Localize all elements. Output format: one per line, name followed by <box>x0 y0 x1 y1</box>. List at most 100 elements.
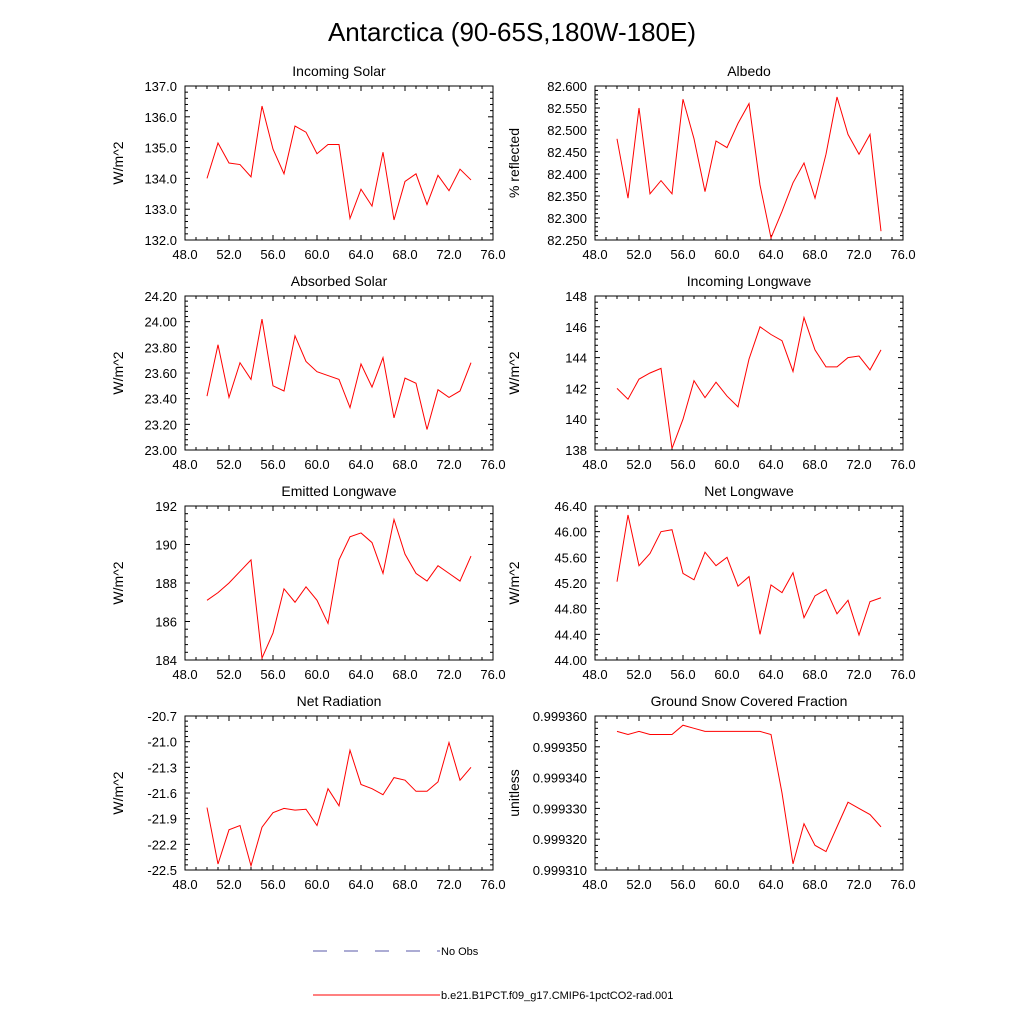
series-line-albedo <box>616 96 882 240</box>
x-tick-label: 48.0 <box>172 247 197 262</box>
x-tick-label: 48.0 <box>172 877 197 892</box>
x-tick-label: 48.0 <box>582 457 607 472</box>
x-tick-label: 64.0 <box>348 667 373 682</box>
x-tick-label: 64.0 <box>758 247 783 262</box>
x-tick-label: 56.0 <box>260 247 285 262</box>
y-tick-label: -21.6 <box>147 786 177 801</box>
x-tick-label: 60.0 <box>304 877 329 892</box>
x-tick-label: 76.0 <box>480 247 505 262</box>
y-tick-label: 144 <box>565 351 587 366</box>
x-tick-label: 60.0 <box>714 247 739 262</box>
x-tick-label: 56.0 <box>260 667 285 682</box>
y-tick-label: 190 <box>155 538 177 553</box>
y-tick-label: 23.80 <box>144 340 177 355</box>
x-tick-label: 72.0 <box>436 877 461 892</box>
y-tick-label: 23.60 <box>144 366 177 381</box>
y-tick-label: 133.0 <box>144 202 177 217</box>
y-tick-label: 138 <box>565 443 587 458</box>
chart-title: Net Longwave <box>704 483 794 499</box>
y-tick-label: 134.0 <box>144 171 177 186</box>
y-axis-label: W/m^2 <box>506 561 522 604</box>
y-tick-label: 24.20 <box>144 289 177 304</box>
chart-title: Incoming Solar <box>292 63 386 79</box>
plot-frame <box>594 715 904 871</box>
y-tick-label: 0.999330 <box>533 801 587 816</box>
x-tick-label: 52.0 <box>216 247 241 262</box>
x-tick-label: 68.0 <box>392 877 417 892</box>
y-tick-label: 132.0 <box>144 233 177 248</box>
legend-label-model-run: b.e21.B1PCT.f09_g17.CMIP6-1pctCO2-rad.00… <box>441 990 673 1002</box>
y-tick-label: 82.500 <box>547 123 587 138</box>
x-tick-label: 64.0 <box>348 877 373 892</box>
chart-title: Net Radiation <box>297 693 382 709</box>
y-tick-label: 23.00 <box>144 443 177 458</box>
x-tick-label: 76.0 <box>890 667 915 682</box>
chart-albedo: Albedo 48.0 52.0 56.0 60.0 64.0 68.0 72.0 76.0 82… <box>506 63 916 262</box>
chart-title: Albedo <box>727 63 771 79</box>
chart-panels: Incoming Solar 48.0 52.0 56.0 60.0 64.0 68.0 72… <box>110 63 916 892</box>
x-tick-label: 60.0 <box>714 877 739 892</box>
x-tick-label: 72.0 <box>846 667 871 682</box>
series-line-incoming-solar <box>206 105 472 221</box>
chart-incoming-solar: Incoming Solar 48.0 52.0 56.0 60.0 64.0 68.0 72… <box>110 63 506 262</box>
x-tick-label: 60.0 <box>304 457 329 472</box>
x-tick-label: 48.0 <box>172 457 197 472</box>
y-tick-label: -21.0 <box>147 735 177 750</box>
y-tick-label: 184 <box>155 653 177 668</box>
plot-frame <box>594 505 904 661</box>
x-tick-label: 52.0 <box>626 667 651 682</box>
x-tick-label: 76.0 <box>480 667 505 682</box>
chart-incoming-longwave: Incoming Longwave 48.0 52.0 56.0 60.0 64.0 68.… <box>506 273 916 472</box>
y-tick-label: 82.250 <box>547 233 587 248</box>
y-tick-label: 23.20 <box>144 417 177 432</box>
y-tick-label: 44.80 <box>554 602 587 617</box>
x-tick-label: 56.0 <box>260 877 285 892</box>
chart-net-longwave: Net Longwave 48.0 52.0 56.0 60.0 64.0 68.0 72.0… <box>506 483 916 682</box>
y-tick-label: 0.999350 <box>533 740 587 755</box>
y-axis-label: % reflected <box>506 128 522 198</box>
x-tick-label: 68.0 <box>392 667 417 682</box>
x-tick-label: 72.0 <box>436 247 461 262</box>
x-tick-label: 64.0 <box>348 457 373 472</box>
y-tick-label: 137.0 <box>144 79 177 94</box>
series-line-ground-snow-covered-fraction <box>616 724 882 864</box>
x-tick-label: 48.0 <box>582 667 607 682</box>
y-tick-label: 44.00 <box>554 653 587 668</box>
x-tick-label: 72.0 <box>846 877 871 892</box>
y-tick-label: 82.300 <box>547 211 587 226</box>
x-tick-label: 56.0 <box>670 457 695 472</box>
chart-absorbed-solar: Absorbed Solar 48.0 52.0 56.0 60.0 64.0 68.0 72… <box>110 273 506 472</box>
y-tick-label: 188 <box>155 576 177 591</box>
x-tick-label: 64.0 <box>758 667 783 682</box>
x-tick-label: 52.0 <box>216 877 241 892</box>
y-tick-label: 136.0 <box>144 110 177 125</box>
y-tick-label: 82.600 <box>547 79 587 94</box>
x-tick-label: 48.0 <box>172 667 197 682</box>
y-tick-label: 0.999360 <box>533 709 587 724</box>
y-tick-label: -20.7 <box>147 709 177 724</box>
x-tick-label: 52.0 <box>626 457 651 472</box>
x-tick-label: 56.0 <box>260 457 285 472</box>
y-axis-label: W/m^2 <box>110 771 126 814</box>
y-axis-label: W/m^2 <box>110 141 126 184</box>
x-tick-label: 68.0 <box>802 457 827 472</box>
x-tick-label: 60.0 <box>304 667 329 682</box>
y-tick-label: 24.00 <box>144 315 177 330</box>
x-tick-label: 64.0 <box>758 457 783 472</box>
y-tick-label: 23.40 <box>144 392 177 407</box>
series-line-net-radiation <box>206 740 472 868</box>
x-tick-label: 76.0 <box>480 457 505 472</box>
chart-emitted-longwave: Emitted Longwave 48.0 52.0 56.0 60.0 64.0 68.0… <box>110 483 506 682</box>
y-tick-label: 0.999340 <box>533 771 587 786</box>
y-tick-label: -21.9 <box>147 812 177 827</box>
x-tick-label: 48.0 <box>582 247 607 262</box>
plot-frame <box>184 295 494 451</box>
x-tick-label: 64.0 <box>758 877 783 892</box>
x-tick-label: 60.0 <box>714 457 739 472</box>
y-tick-label: 44.40 <box>554 627 587 642</box>
x-tick-label: 68.0 <box>802 877 827 892</box>
x-tick-label: 76.0 <box>890 877 915 892</box>
x-tick-label: 72.0 <box>846 457 871 472</box>
x-tick-label: 72.0 <box>846 247 871 262</box>
y-tick-label: 82.350 <box>547 189 587 204</box>
